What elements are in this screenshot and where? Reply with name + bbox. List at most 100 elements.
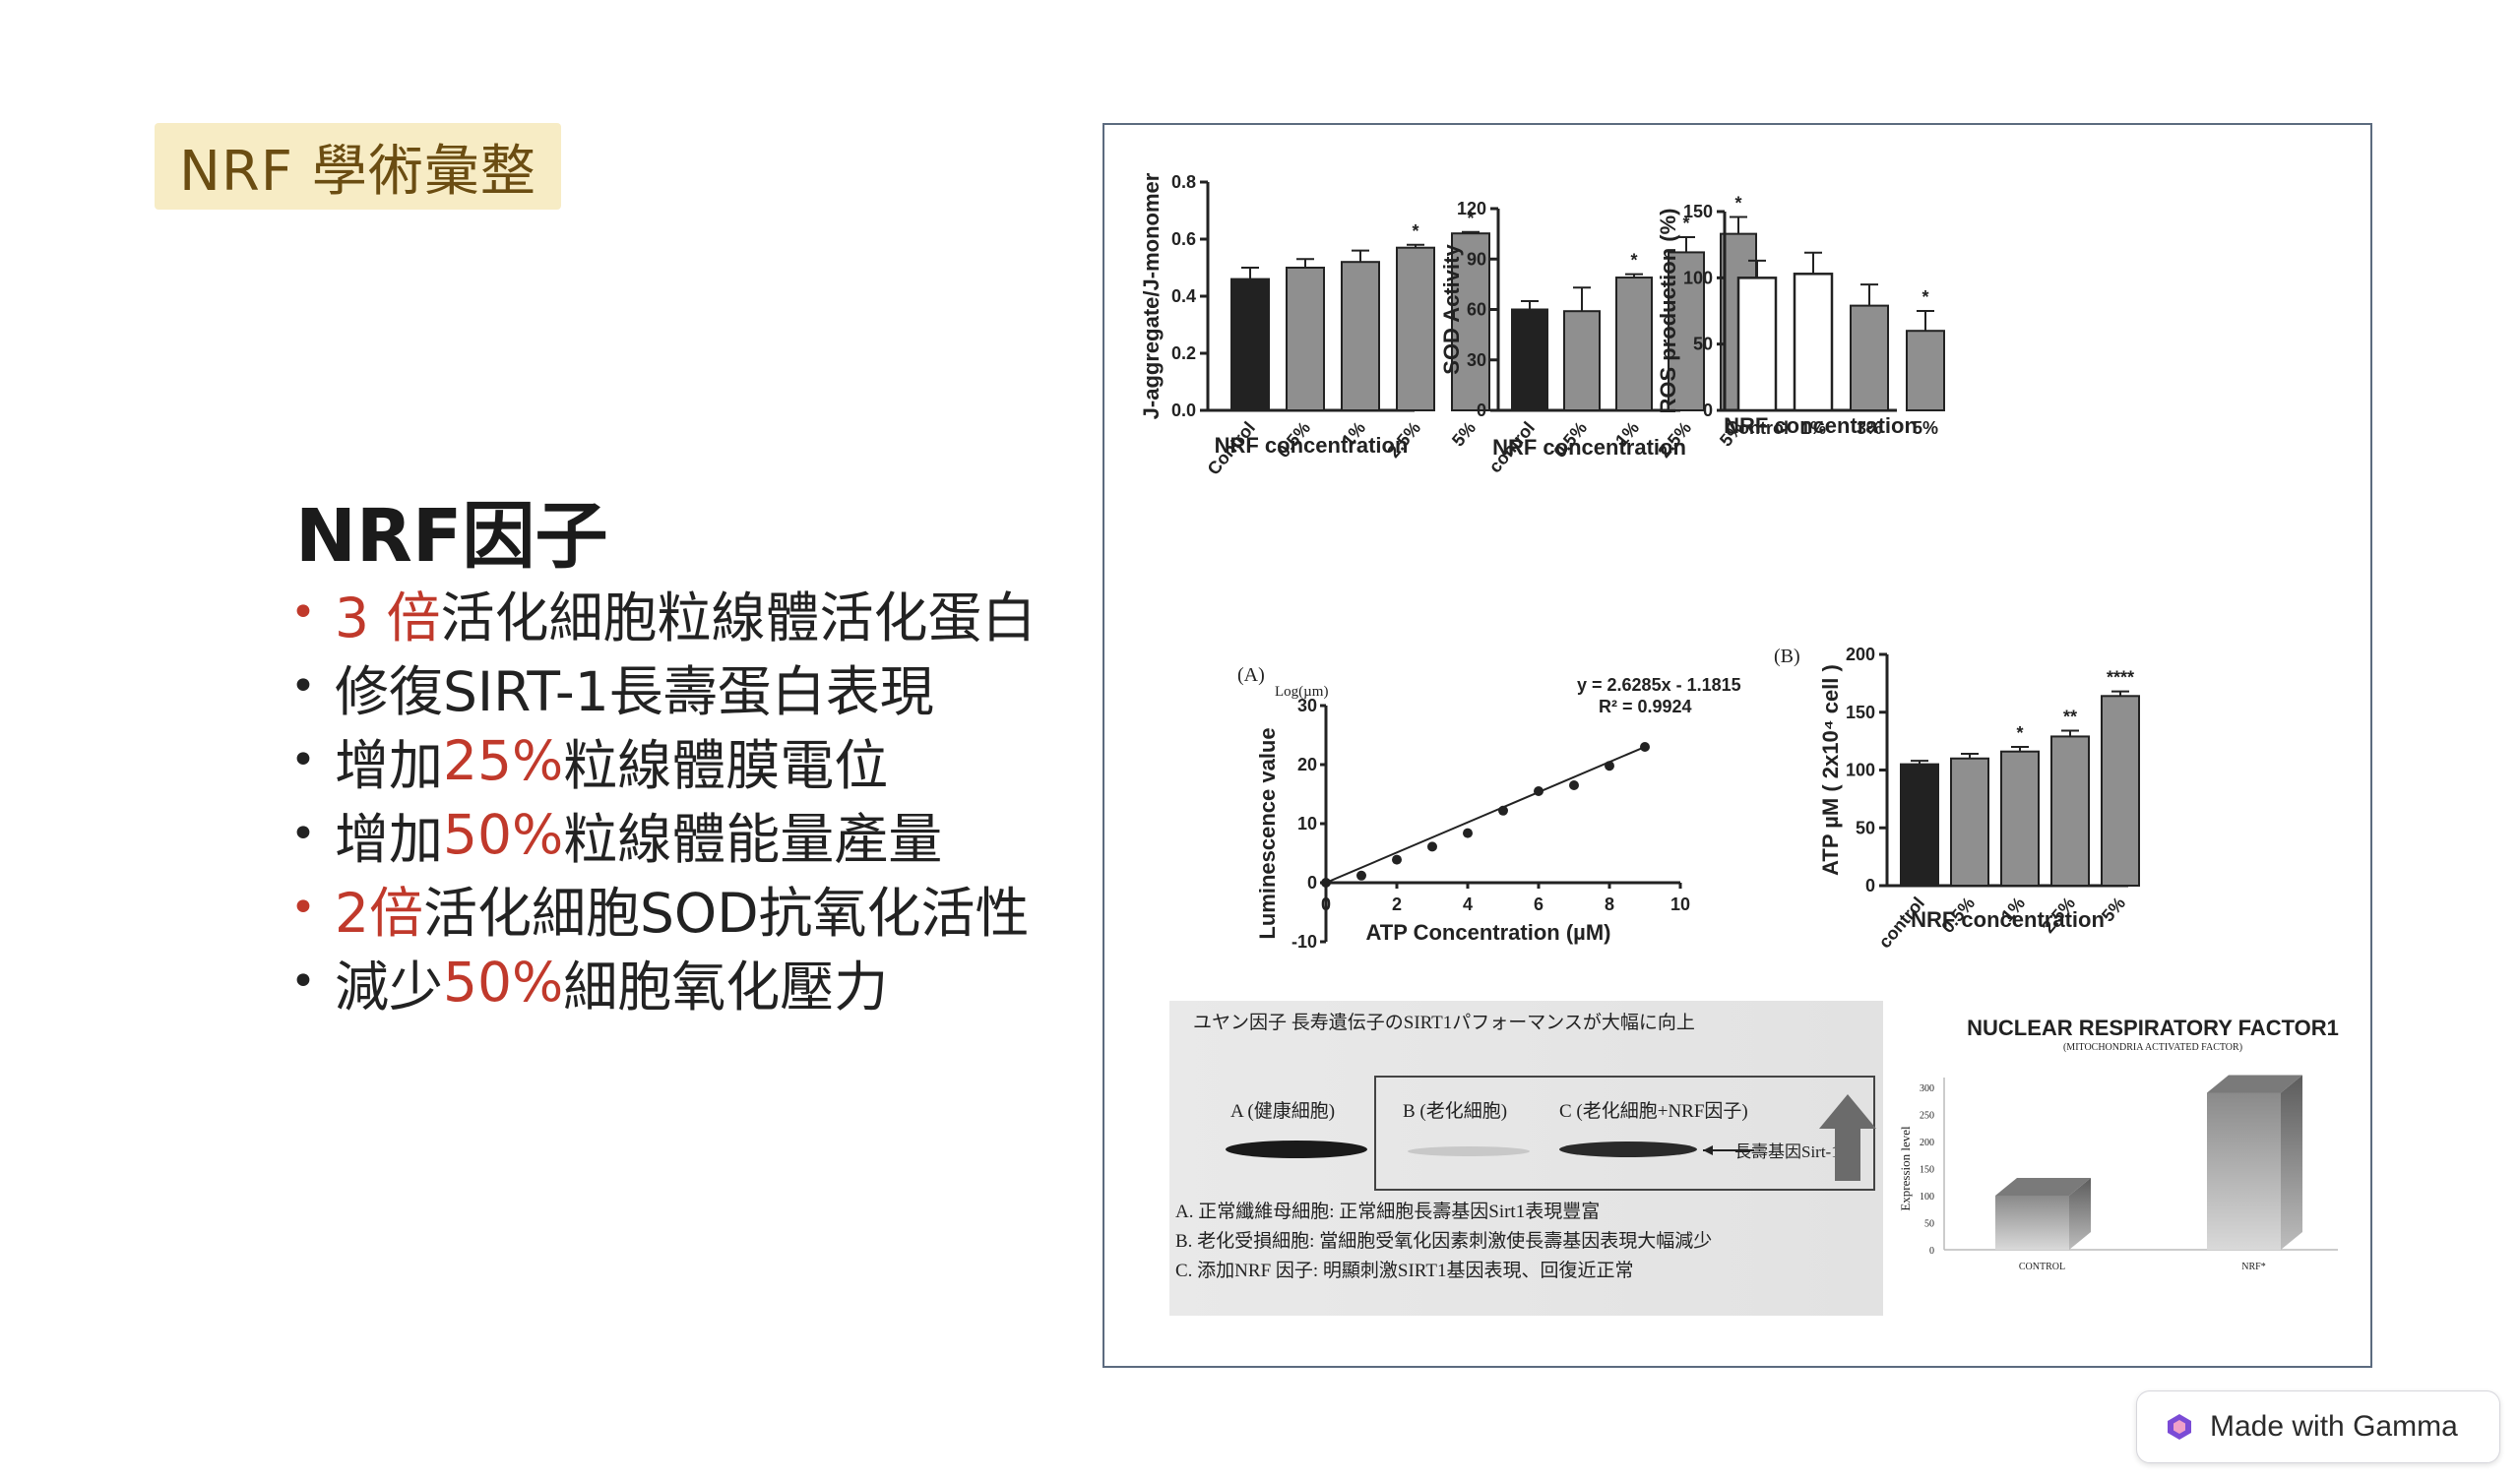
blot-arrow-label: 長壽基因Sirt-1 — [1734, 1142, 1840, 1161]
error-bar — [1352, 249, 1369, 263]
error-bar — [1407, 243, 1424, 248]
y-tick-label: 30 — [1467, 350, 1486, 370]
significance-star: * — [1630, 251, 1637, 271]
trend-line — [1325, 746, 1646, 884]
made-with-gamma-badge[interactable]: Made with Gamma — [2136, 1390, 2500, 1463]
bar — [1396, 246, 1435, 411]
significance-star: * — [1467, 209, 1474, 228]
y-tick-label: 50 — [1693, 335, 1713, 354]
x-tick-label: 5% — [1913, 418, 1938, 438]
bullet-item: • 減少 50% 細胞氧化壓力 — [290, 950, 889, 1018]
error-bar — [1462, 230, 1480, 234]
y-tick-label: 20 — [1297, 755, 1317, 774]
blot-lane-b: B (老化細胞) — [1403, 1100, 1507, 1122]
bar — [1793, 273, 1834, 412]
chart-subtitle: (MITOCHONDRIA ACTIVATED FACTOR) — [2063, 1042, 2242, 1053]
bullet-dot-icon: • — [290, 883, 316, 933]
blot-note-c: C. 添加NRF 因子: 明顯刺激SIRT1基因表現、回復近正常 — [1175, 1260, 1633, 1281]
y-tick-label: 120 — [1457, 199, 1486, 218]
y-axis-label: J-aggregate/J-monomer — [1139, 172, 1164, 419]
error-bar — [1911, 760, 1928, 765]
gamma-logo-icon — [2168, 1414, 2191, 1440]
y-tick-label: 150 — [1846, 703, 1875, 722]
bar — [1900, 763, 1939, 887]
y-tick-label: 0.4 — [1171, 286, 1196, 306]
error-bar — [1860, 283, 1878, 306]
error-bar — [1573, 286, 1591, 312]
x-tick-label: Control — [1726, 418, 1789, 438]
bar-side — [2281, 1075, 2302, 1250]
highlight-text: 3 倍 — [335, 586, 441, 649]
highlight-text: 25% — [443, 728, 564, 792]
significance-star: * — [1922, 287, 1928, 307]
bar-top — [2207, 1075, 2302, 1093]
data-point — [1356, 870, 1366, 881]
blot-lane-a: A (健康細胞) — [1230, 1100, 1335, 1122]
y-axis-label: Luminescence value — [1255, 727, 1280, 939]
x-axis-label: ATP Concentration (µM) — [1366, 920, 1611, 945]
bullet-dot-icon: • — [290, 587, 316, 638]
bar — [1341, 261, 1380, 411]
y-axis-label: ATP µM ( 2x10⁴ cell ) — [1818, 664, 1843, 876]
bullet-dot-icon: • — [290, 661, 316, 711]
data-point — [1534, 786, 1544, 796]
page-title: NRF因子 — [295, 494, 608, 579]
data-point — [1498, 805, 1508, 816]
y-tick-label: 250 — [1920, 1111, 1934, 1122]
equation-label: y = 2.6285x - 1.1815 — [1577, 675, 1741, 695]
bar — [1995, 1196, 2069, 1250]
error-bar — [1296, 258, 1314, 268]
bar-top — [1995, 1178, 2091, 1196]
significance-star: * — [1682, 214, 1689, 233]
y-tick-label: 50 — [1856, 818, 1875, 837]
y-tick-label: 0 — [1929, 1246, 1934, 1257]
x-tick-label: 1% — [1800, 418, 1826, 438]
bar — [1286, 267, 1325, 411]
x-axis-label: NRF concentration — [1724, 413, 1918, 438]
x-axis-label: NRF concentration — [1492, 435, 1686, 460]
highlight-text: 2倍 — [335, 881, 423, 945]
bullet-item: • 2倍 活化細胞SOD抗氧化活性 — [290, 871, 1037, 945]
bar — [1850, 304, 1889, 411]
x-tick-label: 3% — [1857, 418, 1882, 438]
bullet-list: • 3 倍活化細胞粒線體活化蛋白 • 修復SIRT-1長壽蛋白表現 • 增加 25% 粒線… — [290, 576, 1037, 1018]
y-tick-label: 90 — [1467, 249, 1486, 269]
y-tick-label: 0.2 — [1171, 343, 1196, 363]
y-tick-label: 0.0 — [1171, 401, 1196, 420]
bullet-item: • 增加 50% 粒線體能量產量 — [290, 802, 943, 871]
bar — [1950, 757, 1989, 887]
y-tick-label: 0.8 — [1171, 172, 1196, 192]
data-point — [1392, 854, 1402, 865]
blot-note-a: A. 正常纖維母細胞: 正常細胞長壽基因Sirt1表現豐富 — [1175, 1201, 1600, 1222]
y-tick-label: 200 — [1920, 1138, 1934, 1148]
bullet-item: • 3 倍活化細胞粒線體活化蛋白 — [290, 576, 1037, 649]
bullet-item: • 修復SIRT-1長壽蛋白表現 — [290, 659, 934, 723]
y-tick-label: 150 — [1683, 202, 1713, 221]
highlight-text: 50% — [443, 802, 564, 866]
y-axis-label: Expression level — [1898, 1126, 1913, 1211]
y-tick-label: 50 — [1924, 1219, 1934, 1230]
error-bar — [2111, 690, 2129, 697]
section-tag: NRF 學術彙整 — [155, 123, 561, 210]
panel-label: (A) — [1237, 664, 1265, 686]
bar — [1906, 330, 1945, 411]
y-tick-label: 0 — [1477, 401, 1486, 420]
error-bar — [1917, 310, 1934, 332]
bar — [1668, 251, 1705, 411]
data-point — [1640, 742, 1650, 752]
x-tick-label: 8 — [1605, 895, 1614, 914]
significance-star: * — [2016, 723, 2023, 743]
y-tick-label: 30 — [1297, 696, 1317, 715]
badge-label: Made with Gamma — [2210, 1410, 2458, 1443]
data-point — [1569, 780, 1579, 790]
error-bar — [1804, 251, 1822, 275]
error-bar — [1748, 259, 1766, 278]
y-axis-label: ROS production (%) — [1656, 209, 1680, 414]
highlight-text: 50% — [443, 950, 564, 1014]
r2-label: R² = 0.9924 — [1599, 697, 1692, 716]
x-tick-label: 10 — [1670, 895, 1690, 914]
x-tick-label: 6 — [1534, 895, 1544, 914]
data-point — [1605, 761, 1614, 771]
bar-side — [2069, 1178, 2091, 1250]
